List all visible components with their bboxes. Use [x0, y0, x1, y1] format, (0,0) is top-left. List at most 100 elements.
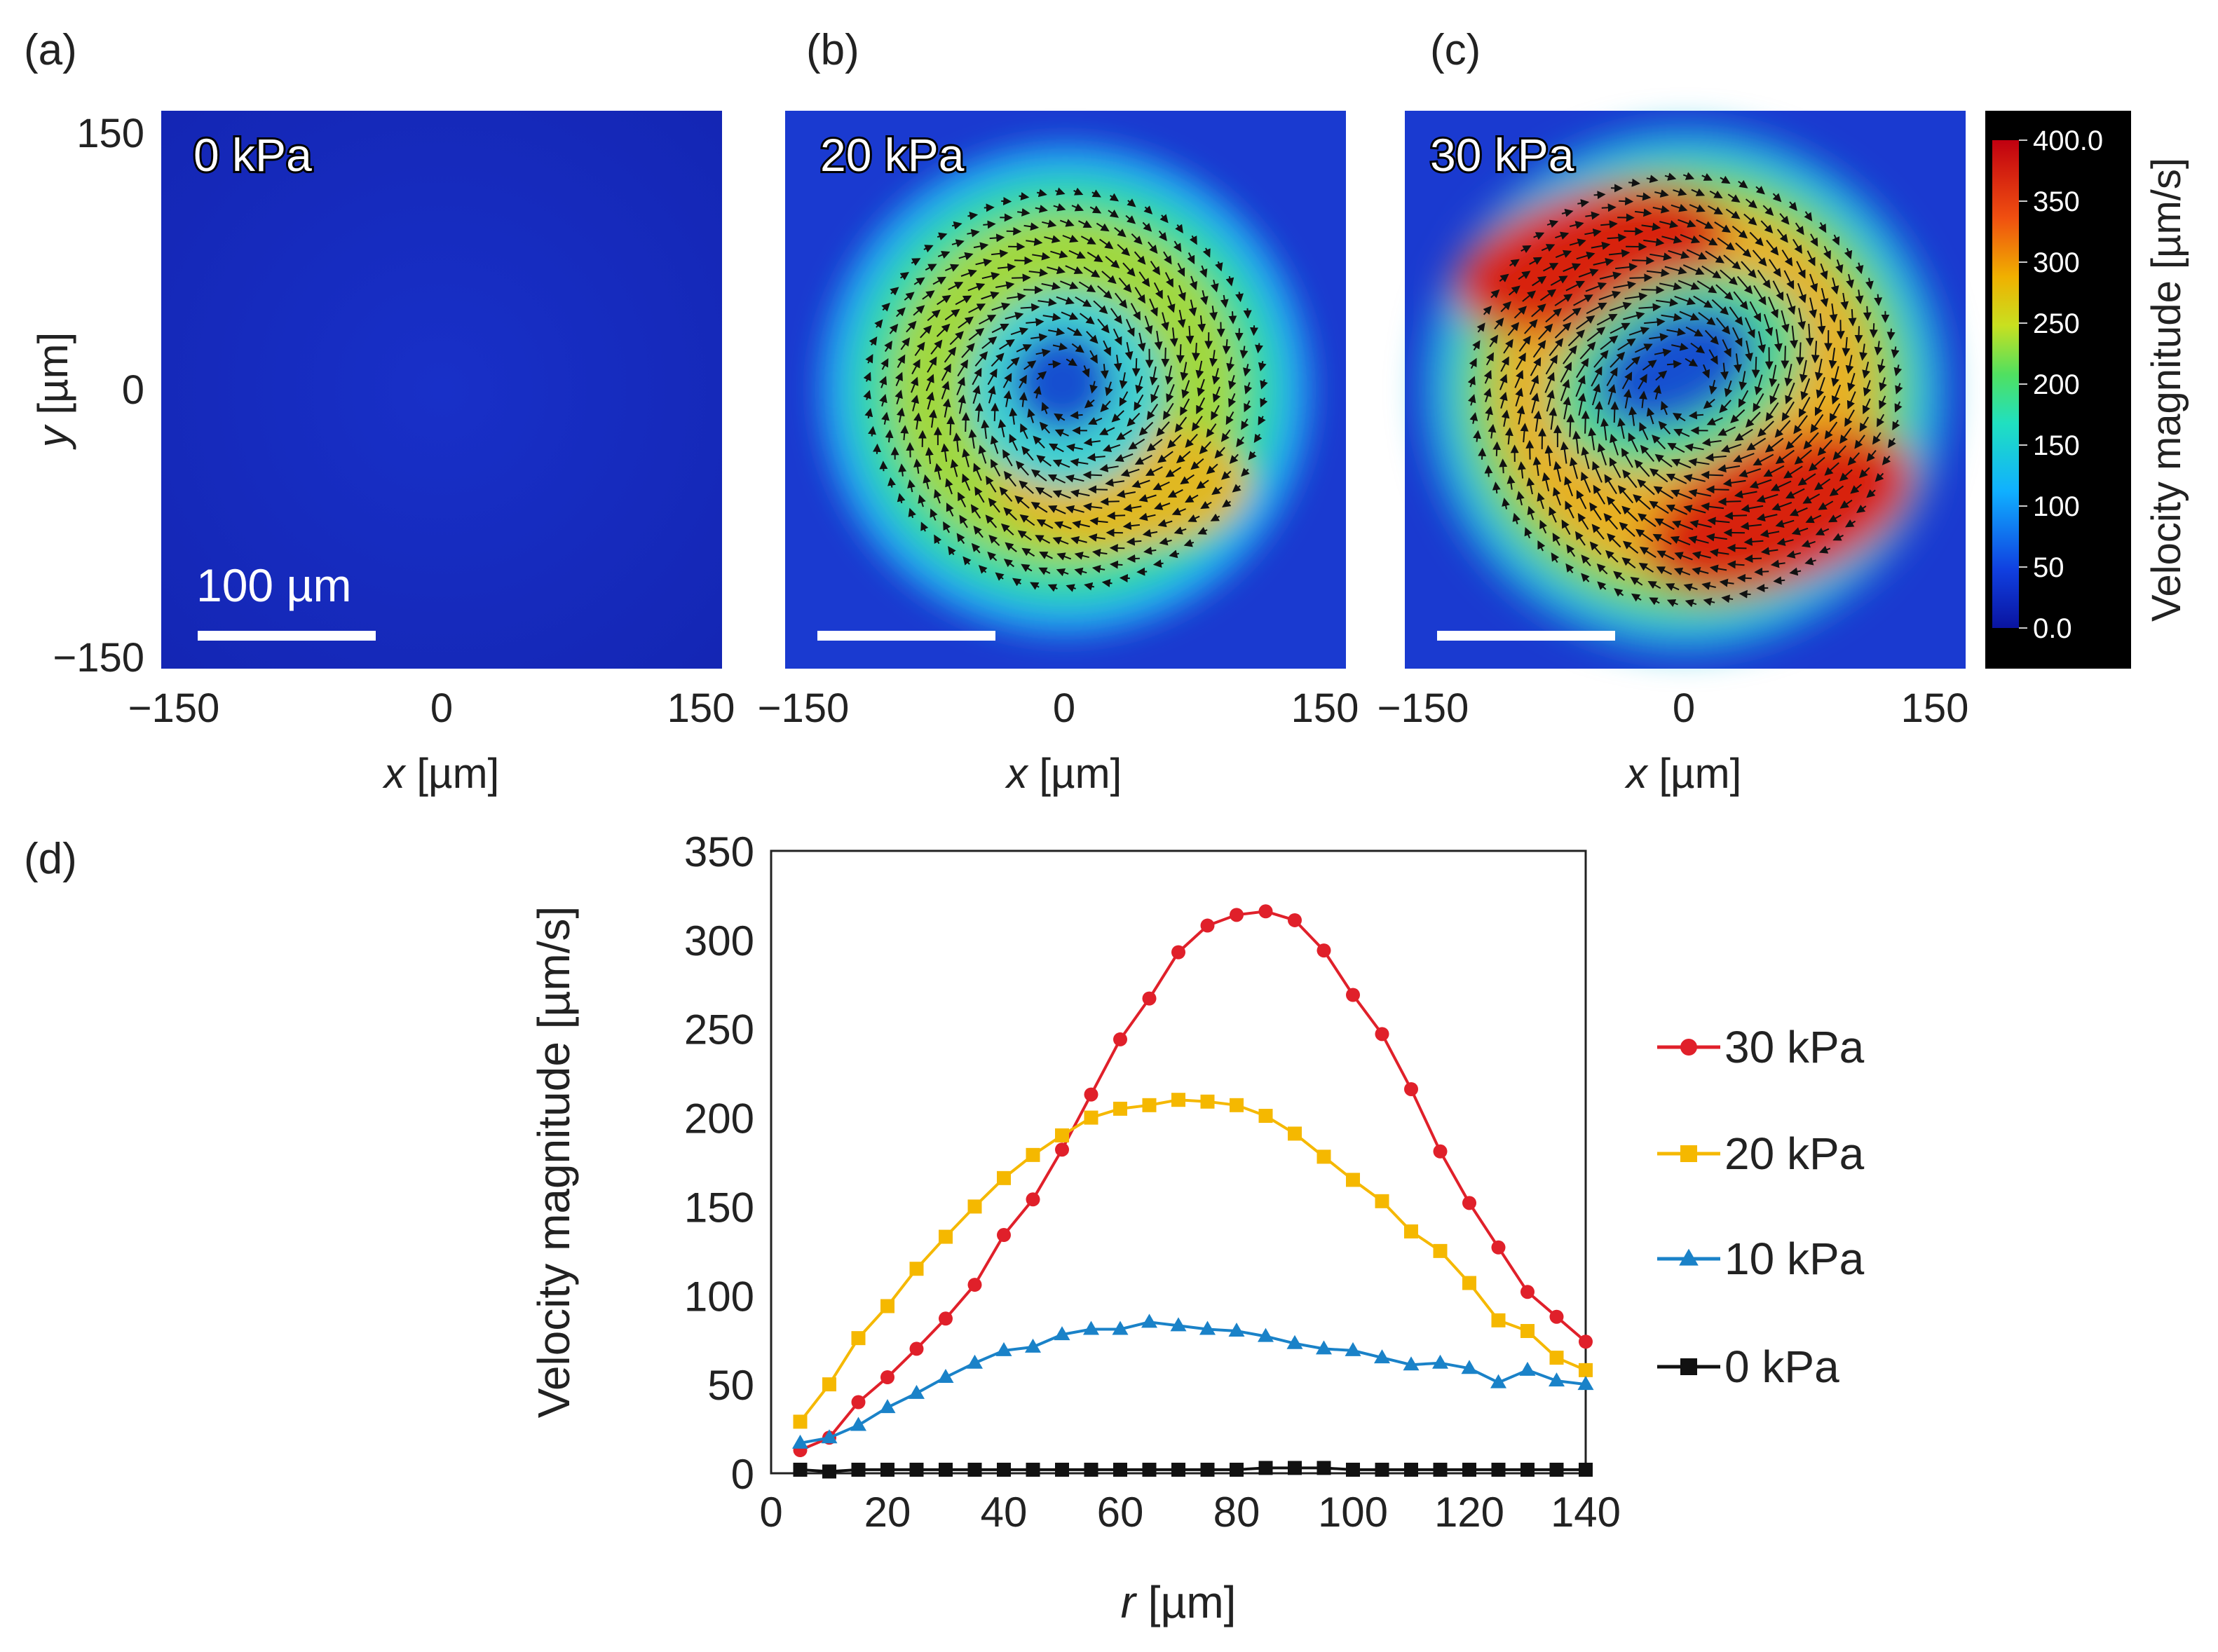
vector-arrow [1664, 266, 1687, 275]
vector-arrow [988, 534, 1000, 547]
vector-arrow [1062, 234, 1079, 243]
vector-arrow [1794, 449, 1812, 465]
vector-arrow [941, 443, 950, 462]
data-point [1680, 1358, 1697, 1375]
vector-arrow [1544, 444, 1553, 467]
vector-arrow [1685, 357, 1699, 367]
vector-arrow [1655, 370, 1668, 381]
vector-arrow [881, 302, 890, 312]
vector-arrow [948, 546, 956, 556]
vector-arrow [1091, 548, 1108, 557]
data-point [1375, 1194, 1389, 1208]
vector-arrow [1596, 563, 1608, 575]
vector-arrow [1774, 329, 1783, 353]
vector-arrow [1157, 451, 1173, 463]
vector-arrow [1517, 461, 1526, 479]
vector-arrow [1891, 346, 1900, 359]
vector-arrow [1741, 261, 1757, 278]
vector-arrow [1745, 340, 1753, 362]
vector-arrow [1135, 376, 1143, 395]
vector-arrow [1216, 322, 1225, 338]
vector-arrow [1529, 374, 1539, 395]
vector-arrow [1161, 347, 1170, 367]
vector-arrow [1027, 408, 1035, 423]
vector-arrow [1814, 358, 1823, 381]
vector-arrow [1705, 250, 1724, 264]
vector-arrow [1235, 292, 1244, 303]
vector-arrow [1167, 295, 1176, 313]
vector-arrow [1756, 513, 1778, 522]
vector-arrow [1516, 352, 1526, 370]
heatmap-a-ylabel: y [µm] [29, 332, 76, 451]
vector-arrow [1173, 240, 1182, 252]
vector-arrow [991, 323, 1009, 334]
vector-arrow [1672, 520, 1694, 531]
vector-arrow [1036, 371, 1047, 381]
vector-arrow [1691, 188, 1706, 196]
vector-arrow [1074, 567, 1087, 576]
vector-arrow [1494, 318, 1504, 330]
data-point [1230, 1098, 1244, 1112]
vector-arrow [1209, 350, 1218, 367]
vector-arrow [1503, 339, 1513, 354]
data-point [1258, 1109, 1273, 1124]
vector-arrow [1146, 439, 1163, 452]
vector-arrow [1054, 413, 1066, 422]
data-point [1113, 1032, 1127, 1046]
vector-arrow [1797, 308, 1806, 330]
vector-arrow [1769, 259, 1781, 278]
vector-arrow [1760, 547, 1778, 556]
vector-arrow [1729, 306, 1743, 326]
vector-arrow [1236, 436, 1245, 448]
vector-arrow [1003, 507, 1017, 521]
data-point [1316, 1461, 1331, 1475]
vector-arrow [1743, 213, 1757, 226]
vector-arrow [899, 272, 909, 280]
vector-arrow [1734, 490, 1757, 499]
vector-arrow [1844, 409, 1855, 428]
vector-arrow [1667, 442, 1685, 453]
vector-arrow [1180, 362, 1189, 381]
vector-arrow [951, 239, 965, 247]
vector-arrow [1717, 464, 1741, 473]
vector-arrow [1703, 597, 1715, 606]
vector-arrow [943, 521, 951, 533]
data-point [1461, 1360, 1478, 1374]
vector-arrow [1037, 298, 1057, 307]
vector-arrow [1158, 230, 1167, 242]
vector-arrow [1775, 449, 1795, 465]
vector-arrow [1701, 582, 1716, 590]
vector-arrow [1769, 383, 1780, 405]
vector-arrow [1816, 376, 1825, 399]
vector-arrow [1016, 344, 1033, 353]
vector-arrow [1068, 250, 1086, 259]
vector-arrow [1161, 312, 1169, 332]
vector-arrow [881, 411, 890, 425]
vector-arrow [1044, 235, 1061, 244]
vector-arrow [1708, 349, 1718, 365]
vector-arrow [1532, 275, 1547, 287]
vector-arrow [974, 402, 984, 422]
data-point [1579, 1462, 1593, 1477]
vector-arrow [1661, 235, 1682, 244]
vector-arrow [1258, 360, 1267, 371]
vector-arrow [1113, 328, 1122, 346]
vector-arrow [1531, 392, 1539, 414]
heatmap-panel-a: 0 kPa 100 µm −150 0 150 150 0 −150 x [µm… [29, 111, 735, 797]
vector-arrow [1499, 273, 1509, 282]
data-point [1288, 913, 1302, 927]
legend-item: 20 kPa [1657, 1128, 1865, 1179]
vector-arrow [1828, 348, 1837, 369]
vector-arrow [1809, 273, 1818, 293]
vector-arrow [1549, 338, 1564, 357]
vector-arrow [1109, 560, 1123, 569]
vector-arrow [991, 249, 1009, 258]
data-point [1170, 1317, 1187, 1332]
vector-arrow [1088, 485, 1108, 494]
vector-arrow [1863, 380, 1872, 397]
vector-arrow [1824, 462, 1839, 476]
vector-arrow [1684, 443, 1704, 452]
vector-arrow [988, 385, 996, 404]
vector-arrow [1089, 381, 1098, 394]
vector-arrow [1041, 402, 1049, 414]
